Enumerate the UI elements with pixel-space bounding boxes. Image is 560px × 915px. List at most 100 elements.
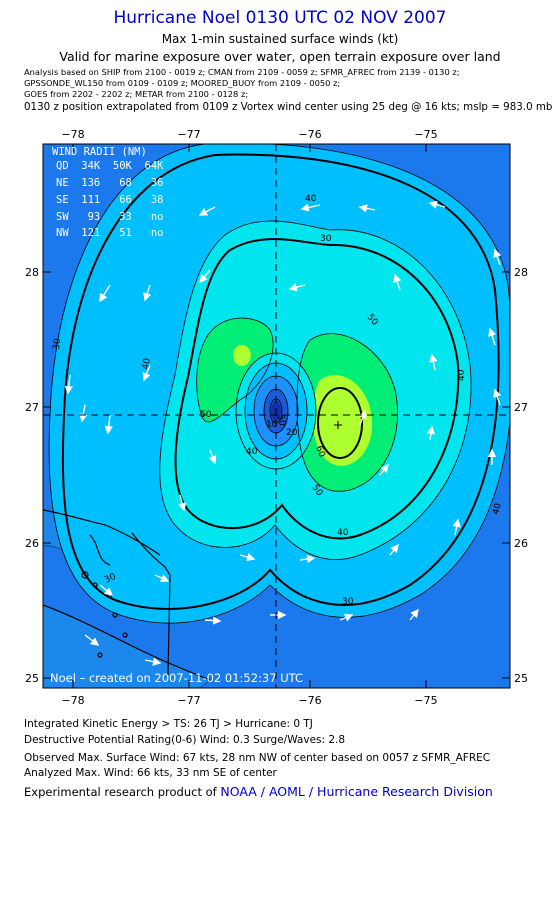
wind-arrow bbox=[104, 414, 113, 435]
contour-50-east bbox=[296, 333, 398, 492]
wind-arrow bbox=[198, 206, 216, 216]
contour-30-outer bbox=[48, 144, 510, 624]
contour-label: 60 bbox=[313, 445, 326, 459]
contour-label: 40 bbox=[337, 528, 349, 538]
wind-arrow bbox=[143, 284, 152, 302]
wind-arrow bbox=[79, 404, 88, 423]
contour-label: 40 bbox=[457, 369, 467, 381]
wind-arrow bbox=[142, 364, 151, 382]
wind-arrow bbox=[208, 449, 217, 465]
dpr-line: Destructive Potential Rating(0-6) Wind: … bbox=[24, 734, 346, 746]
wind-arrow bbox=[488, 327, 497, 346]
contour-label: 30 bbox=[342, 597, 354, 607]
contour-label: 30 bbox=[103, 572, 118, 586]
y-tick-left-2: 27 bbox=[25, 401, 39, 414]
wind-radii-row-se: SE 111 66 38 bbox=[56, 194, 163, 206]
wind-radii-row-ne: NE 136 68 36 bbox=[56, 177, 163, 189]
noaa-hrd-link[interactable]: NOAA / AOML / Hurricane Research Divisio… bbox=[220, 784, 493, 799]
contour-label: 30 bbox=[52, 338, 63, 351]
wind-arrow bbox=[239, 553, 256, 562]
y-tick-right-3: 26 bbox=[514, 537, 528, 550]
wind-arrow bbox=[429, 353, 438, 371]
contour-50-west bbox=[196, 317, 274, 423]
credit-prefix: Experimental research product of bbox=[24, 785, 221, 799]
validity-note: Valid for marine exposure over water, op… bbox=[59, 49, 501, 64]
wind-arrow bbox=[299, 554, 316, 564]
wind-arrow bbox=[493, 248, 502, 266]
contour-label: 50 bbox=[200, 410, 212, 420]
credit-line: Experimental research product of NOAA / … bbox=[24, 784, 493, 799]
coastline-andros bbox=[43, 509, 161, 556]
y-tick-left-4: 25 bbox=[25, 672, 39, 685]
coastline-south bbox=[43, 604, 211, 681]
x-tick-top-1: −78 bbox=[61, 128, 84, 141]
wind-field-map: −78 −77 −76 −75 −78 −77 −76 −75 28 27 26… bbox=[25, 128, 528, 707]
wind-arrow bbox=[389, 543, 399, 556]
contour-label: 40 bbox=[491, 502, 504, 516]
wind-arrow bbox=[409, 608, 419, 621]
observation-line-3: GOES from 2202 - 2202 z; METAR from 2100… bbox=[24, 89, 249, 99]
wind-radii-header: QD 34K 50K 64K bbox=[56, 160, 164, 172]
contour-label: 40 bbox=[141, 357, 153, 370]
wind-arrow bbox=[64, 374, 73, 395]
y-tick-left-1: 28 bbox=[25, 266, 39, 279]
contour-label: 40 bbox=[305, 194, 317, 204]
x-tick-bottom-4: −75 bbox=[414, 694, 437, 707]
island-5 bbox=[122, 632, 128, 638]
island-1 bbox=[81, 571, 89, 579]
coastline-cays bbox=[89, 532, 171, 676]
map-title: Hurricane Noel 0130 UTC 02 NOV 2007 bbox=[113, 8, 447, 28]
wind-arrow bbox=[393, 273, 402, 291]
x-tick-top-2: −77 bbox=[177, 128, 200, 141]
wind-arrow bbox=[84, 634, 100, 646]
contour-40 bbox=[159, 220, 472, 560]
wind-arrow bbox=[178, 494, 187, 512]
island-6 bbox=[97, 652, 103, 658]
wind-arrow bbox=[493, 388, 502, 406]
x-tick-top-4: −75 bbox=[414, 128, 437, 141]
wind-arrow bbox=[99, 584, 114, 596]
y-tick-right-2: 27 bbox=[514, 401, 528, 414]
y-tick-right-4: 25 bbox=[514, 672, 528, 685]
wind-arrow bbox=[288, 283, 306, 292]
wind-arrow bbox=[452, 518, 461, 536]
contour-50kt bbox=[174, 238, 460, 540]
wind-arrow bbox=[99, 284, 111, 303]
wind-arrow bbox=[379, 463, 389, 476]
x-tick-top-3: −76 bbox=[298, 128, 321, 141]
wind-radii-row-nw: NW 121 51 no bbox=[56, 227, 163, 239]
wind-arrow bbox=[204, 616, 222, 625]
wind-band-60-70-west bbox=[232, 344, 251, 367]
y-tick-left-3: 26 bbox=[25, 537, 39, 550]
ike-line: Integrated Kinetic Energy > TS: 26 TJ > … bbox=[24, 718, 313, 730]
wind-arrow bbox=[144, 657, 162, 666]
contour-64kt bbox=[317, 387, 363, 459]
wind-arrow bbox=[339, 613, 354, 622]
x-tick-bottom-3: −76 bbox=[298, 694, 321, 707]
map-subtitle: Max 1-min sustained surface winds (kt) bbox=[161, 32, 399, 46]
wind-arrow bbox=[154, 574, 170, 582]
wind-arrow bbox=[358, 409, 367, 426]
position-note: 0130 z position extrapolated from 0109 z… bbox=[24, 101, 553, 113]
wind-arrow bbox=[428, 200, 446, 209]
contour-label: 30 bbox=[320, 234, 332, 244]
observation-line-1: Analysis based on SHIP from 2100 - 0019 … bbox=[24, 67, 460, 77]
wind-arrow bbox=[358, 204, 376, 213]
observation-line-2: GPSSONDE_WL150 from 0109 - 0109 z; MOORE… bbox=[24, 78, 341, 88]
contour-label: 40 bbox=[246, 447, 258, 457]
wind-radii-row-sw: SW 93 33 no bbox=[56, 211, 163, 223]
contour-label: 50 bbox=[275, 414, 287, 427]
x-tick-bottom-1: −78 bbox=[61, 694, 84, 707]
analyzed-max-wind: Analyzed Max. Wind: 66 kts, 33 nm SE of … bbox=[24, 767, 277, 779]
contour-label: 20 bbox=[286, 428, 298, 438]
x-tick-bottom-2: −77 bbox=[177, 694, 200, 707]
wind-arrow bbox=[300, 203, 321, 212]
wind-arrow bbox=[199, 269, 211, 284]
wind-radii-legend: WIND RADII (NM) QD 34K 50K 64K NE 136 68… bbox=[52, 146, 164, 239]
plot-frame bbox=[42, 143, 511, 689]
island-4 bbox=[112, 612, 118, 618]
wind-band-50-60-west bbox=[196, 318, 274, 422]
wind-radii-title: WIND RADII (NM) bbox=[52, 146, 147, 158]
wind-arrow bbox=[426, 425, 436, 441]
y-tick-right-1: 28 bbox=[514, 266, 528, 279]
